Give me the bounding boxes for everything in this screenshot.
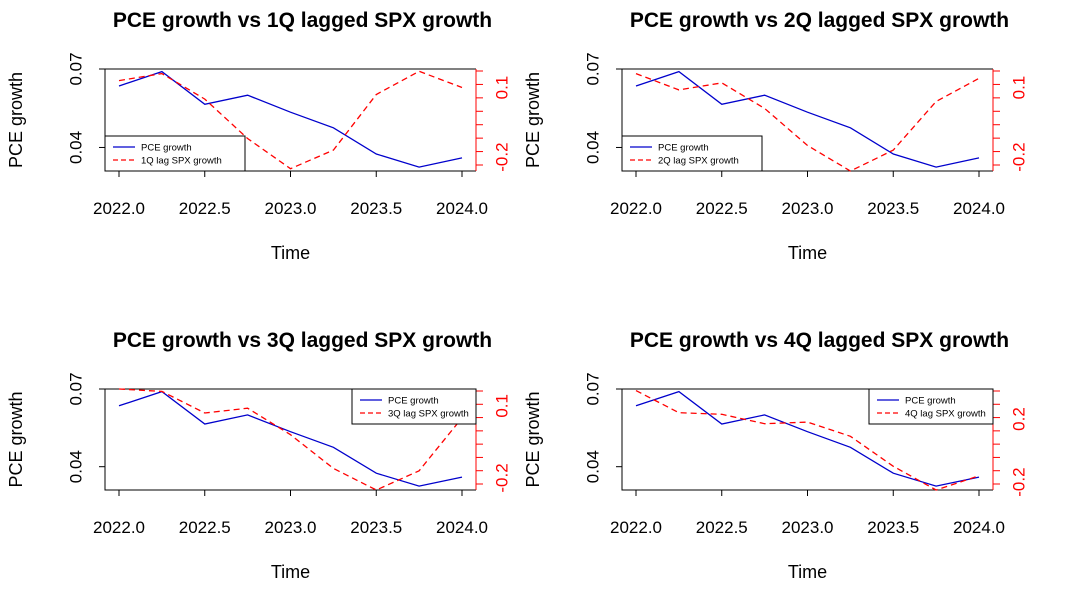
- y-tick-label: 0.04: [66, 131, 85, 164]
- right-tick-label: 0.1: [1009, 76, 1028, 100]
- x-tick-label: 2023.5: [350, 518, 402, 537]
- x-tick-label: 2023.0: [782, 199, 834, 218]
- x-tick-label: 2023.5: [867, 518, 919, 537]
- right-tick-label: -0.2: [1009, 142, 1028, 171]
- legend-box: [621, 135, 763, 172]
- y-axis-label: PCE growth: [6, 72, 26, 168]
- y-tick-label: 0.07: [583, 372, 602, 405]
- x-axis-label: Time: [788, 562, 827, 582]
- y-tick-label: 0.07: [66, 52, 85, 85]
- x-tick-label: 2023.0: [782, 518, 834, 537]
- legend-box: [104, 135, 246, 172]
- x-axis: 2022.0 2022.5 2023.0 2023.5 2024.0: [610, 170, 1005, 218]
- y-axis-left: 0.04 0.07: [583, 372, 622, 483]
- chart-title: PCE growth vs 1Q lagged SPX growth: [113, 9, 492, 32]
- legend: PCE growth 3Q lag SPX growth: [351, 388, 477, 425]
- x-tick-label: 2023.5: [867, 199, 919, 218]
- x-tick-label: 2024.0: [953, 199, 1005, 218]
- y-axis-left: 0.04 0.07: [66, 52, 105, 164]
- y-axis-left: 0.04 0.07: [66, 372, 105, 483]
- legend: PCE growth 1Q lag SPX growth: [104, 135, 246, 172]
- x-tick-label: 2022.5: [179, 199, 231, 218]
- chart-panel-2: PCE growth vs 2Q lagged SPX growth 2022.0…: [523, 9, 1028, 263]
- x-axis-label: Time: [271, 243, 310, 263]
- x-axis-label: Time: [271, 562, 310, 582]
- chart-title: PCE growth vs 4Q lagged SPX growth: [630, 329, 1009, 352]
- x-tick-label: 2022.0: [93, 199, 145, 218]
- y-axis-right: -0.2 0.1: [476, 390, 511, 493]
- y-axis-right: -0.2 0.1: [993, 70, 1028, 172]
- x-tick-label: 2022.0: [610, 518, 662, 537]
- y-axis-left: 0.04 0.07: [583, 52, 622, 164]
- legend-label: 2Q lag SPX growth: [658, 156, 739, 167]
- x-tick-label: 2024.0: [436, 518, 488, 537]
- x-tick-label: 2022.5: [696, 199, 748, 218]
- legend: PCE growth 4Q lag SPX growth: [868, 388, 994, 425]
- x-tick-label: 2022.5: [179, 518, 231, 537]
- pce-growth-line: [635, 70, 980, 168]
- y-axis-right: -0.2 0.2: [993, 390, 1028, 497]
- right-tick-label: 0.1: [492, 76, 511, 100]
- y-tick-label: 0.04: [583, 131, 602, 164]
- y-axis-label: PCE growth: [6, 391, 26, 487]
- x-axis: 2022.0 2022.5 2023.0 2023.5 2024.0: [93, 489, 488, 537]
- y-tick-label: 0.07: [583, 52, 602, 85]
- x-axis: 2022.0 2022.5 2023.0 2023.5 2024.0: [93, 170, 488, 218]
- x-axis-label: Time: [788, 243, 827, 263]
- right-tick-label: -0.2: [1009, 467, 1028, 496]
- x-axis: 2022.0 2022.5 2023.0 2023.5 2024.0: [610, 489, 1005, 537]
- x-tick-label: 2023.5: [350, 199, 402, 218]
- legend-label: PCE growth: [141, 143, 192, 154]
- legend-label: PCE growth: [658, 143, 709, 154]
- spx-growth-line: [635, 390, 980, 491]
- y-axis-right: -0.2 0.1: [476, 70, 511, 172]
- y-tick-label: 0.07: [66, 372, 85, 405]
- x-tick-label: 2022.0: [610, 199, 662, 218]
- y-axis-label: PCE growth: [523, 72, 543, 168]
- y-axis-label: PCE growth: [523, 391, 543, 487]
- chart-title: PCE growth vs 3Q lagged SPX growth: [113, 329, 492, 352]
- chart-panel-1: PCE growth vs 1Q lagged SPX growth 2022.0…: [6, 9, 511, 263]
- spx-growth-line: [118, 388, 463, 491]
- x-tick-label: 2024.0: [436, 199, 488, 218]
- x-tick-label: 2024.0: [953, 518, 1005, 537]
- legend-label: PCE growth: [905, 396, 956, 407]
- y-tick-label: 0.04: [66, 450, 85, 483]
- legend-label: PCE growth: [388, 396, 439, 407]
- pce-growth-line: [118, 390, 463, 487]
- legend-label: 4Q lag SPX growth: [905, 409, 986, 420]
- pce-growth-line: [635, 390, 980, 487]
- legend-label: 1Q lag SPX growth: [141, 156, 222, 167]
- chart-title: PCE growth vs 2Q lagged SPX growth: [630, 9, 1009, 32]
- legend-box: [351, 388, 477, 425]
- legend-label: 3Q lag SPX growth: [388, 409, 469, 420]
- x-tick-label: 2023.0: [265, 518, 317, 537]
- y-tick-label: 0.04: [583, 450, 602, 483]
- x-tick-label: 2022.5: [696, 518, 748, 537]
- right-tick-label: 0.2: [1009, 407, 1028, 431]
- right-tick-label: -0.2: [492, 142, 511, 171]
- x-tick-label: 2022.0: [93, 518, 145, 537]
- chart-panel-3: PCE growth vs 3Q lagged SPX growth 2022.0…: [6, 329, 511, 582]
- x-tick-label: 2023.0: [265, 199, 317, 218]
- spx-growth-line: [118, 70, 463, 170]
- chart-panel-4: PCE growth vs 4Q lagged SPX growth 2022.0…: [523, 329, 1028, 582]
- right-tick-label: 0.1: [492, 394, 511, 418]
- legend: PCE growth 2Q lag SPX growth: [621, 135, 763, 172]
- legend-box: [868, 388, 994, 425]
- spx-growth-line: [635, 72, 980, 172]
- right-tick-label: -0.2: [492, 463, 511, 492]
